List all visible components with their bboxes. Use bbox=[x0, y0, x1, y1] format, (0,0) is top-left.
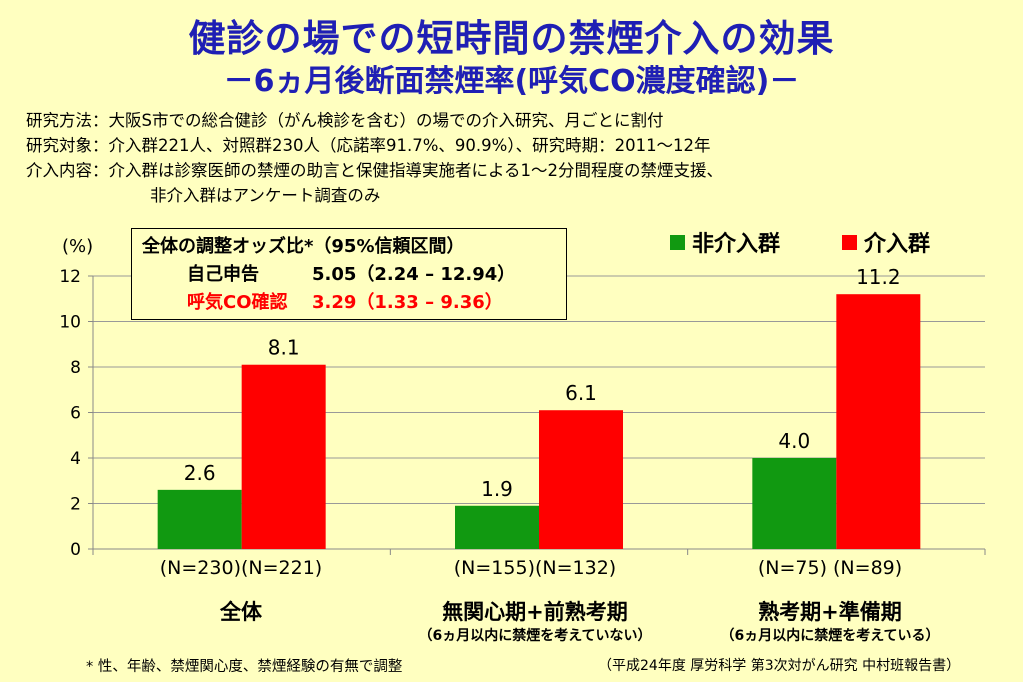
y-tick-label: 12 bbox=[59, 267, 81, 287]
y-axis-unit: (%) bbox=[62, 236, 94, 257]
bar-non-intervention bbox=[157, 489, 242, 549]
y-tick-label: 8 bbox=[70, 358, 81, 378]
legend-non-intervention: 非介入群 bbox=[670, 226, 780, 258]
legend-intervention: 介入群 bbox=[842, 226, 930, 258]
legend-swatch-red bbox=[842, 234, 857, 250]
study-description: 研究方法：大阪S市での総合健診（がん検診を含む）の場での介入研究、月ごとに割付 … bbox=[26, 108, 723, 208]
y-tick-label: 10 bbox=[59, 313, 81, 333]
category-label: 熟考期+準備期 bbox=[758, 600, 902, 624]
legend-swatch-green bbox=[670, 234, 685, 250]
y-tick-label: 6 bbox=[70, 404, 81, 424]
odds-label: 自己申告 bbox=[187, 264, 259, 285]
category-sublabel: （6ヵ月以内に禁煙を考えている） bbox=[720, 628, 940, 644]
bar-non-intervention bbox=[455, 505, 539, 549]
category-label: 全体 bbox=[220, 600, 262, 624]
footnote-source: （平成24年度 厚労科学 第3次対がん研究 中村班報告書） bbox=[598, 658, 961, 674]
n-label: (N=230)(N=221) bbox=[159, 557, 323, 579]
category-label: 無関心期+前熟考期 bbox=[442, 600, 628, 624]
slide-subtitle: －6ヵ月後断面禁煙率(呼気CO濃度確認)－ bbox=[223, 64, 800, 99]
data-label: 2.6 bbox=[184, 461, 216, 485]
odds-row-self-report: 自己申告 5.05（2.24 – 12.94） bbox=[142, 261, 566, 289]
category-sublabel: （6ヵ月以内に禁煙を考えていない） bbox=[418, 628, 652, 644]
legend-label: 非介入群 bbox=[692, 232, 781, 257]
method-line: 介入内容：介入群は診察医師の禁煙の助言と保健指導実施者による1～2分間程度の禁煙… bbox=[26, 161, 724, 180]
odds-row-co-confirmed: 呼気CO確認 3.29（1.33 – 9.36） bbox=[142, 289, 566, 317]
odds-ratio-box: 全体の調整オッズ比*（95%信頼区間） 自己申告 5.05（2.24 – 12.… bbox=[131, 228, 567, 320]
data-label: 6.1 bbox=[565, 381, 597, 405]
method-line: 研究方法：大阪S市での総合健診（がん検診を含む）の場での介入研究、月ごとに割付 bbox=[26, 111, 664, 130]
n-label: (N=155)(N=132) bbox=[453, 557, 617, 579]
data-label: 11.2 bbox=[856, 265, 901, 289]
legend-label: 介入群 bbox=[864, 232, 931, 257]
odds-label: 呼気CO確認 bbox=[187, 292, 288, 313]
y-tick-label: 0 bbox=[70, 540, 81, 560]
data-label: 4.0 bbox=[778, 429, 810, 453]
y-tick-label: 2 bbox=[70, 495, 81, 515]
odds-header: 全体の調整オッズ比*（95%信頼区間） bbox=[142, 236, 465, 257]
odds-value: 5.05（2.24 – 12.94） bbox=[312, 264, 516, 285]
bar-intervention bbox=[836, 294, 921, 549]
y-tick-label: 4 bbox=[70, 449, 81, 469]
n-label: (N=75) (N=89) bbox=[757, 557, 903, 579]
data-label: 1.9 bbox=[481, 477, 513, 501]
bar-non-intervention bbox=[752, 458, 837, 549]
footnote-adjustment: * 性、年齢、禁煙関心度、禁煙経験の有無で調整 bbox=[86, 659, 403, 675]
slide-title: 健診の場での短時間の禁煙介入の効果 bbox=[188, 17, 835, 60]
bar-intervention bbox=[241, 364, 326, 549]
data-label: 8.1 bbox=[268, 336, 300, 360]
bar-intervention bbox=[539, 410, 623, 549]
method-line: 研究対象：介入群221人、対照群230人（応諾率91.7%、90.9%）、研究時… bbox=[26, 136, 711, 155]
method-line: 非介入群はアンケート調査のみ bbox=[150, 186, 381, 205]
odds-value: 3.29（1.33 – 9.36） bbox=[312, 292, 503, 313]
